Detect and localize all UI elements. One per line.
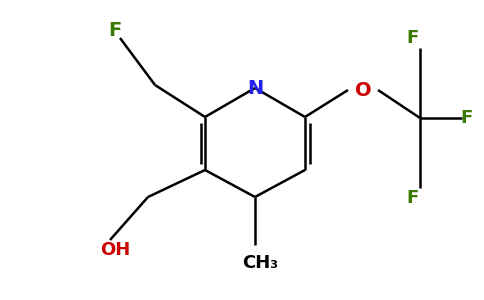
Text: F: F	[108, 20, 121, 40]
Text: F: F	[406, 189, 418, 207]
Text: F: F	[406, 29, 418, 47]
Text: OH: OH	[100, 241, 130, 259]
Text: O: O	[355, 80, 371, 100]
Text: CH₃: CH₃	[242, 254, 278, 272]
Text: F: F	[461, 109, 473, 127]
Text: N: N	[247, 79, 263, 98]
